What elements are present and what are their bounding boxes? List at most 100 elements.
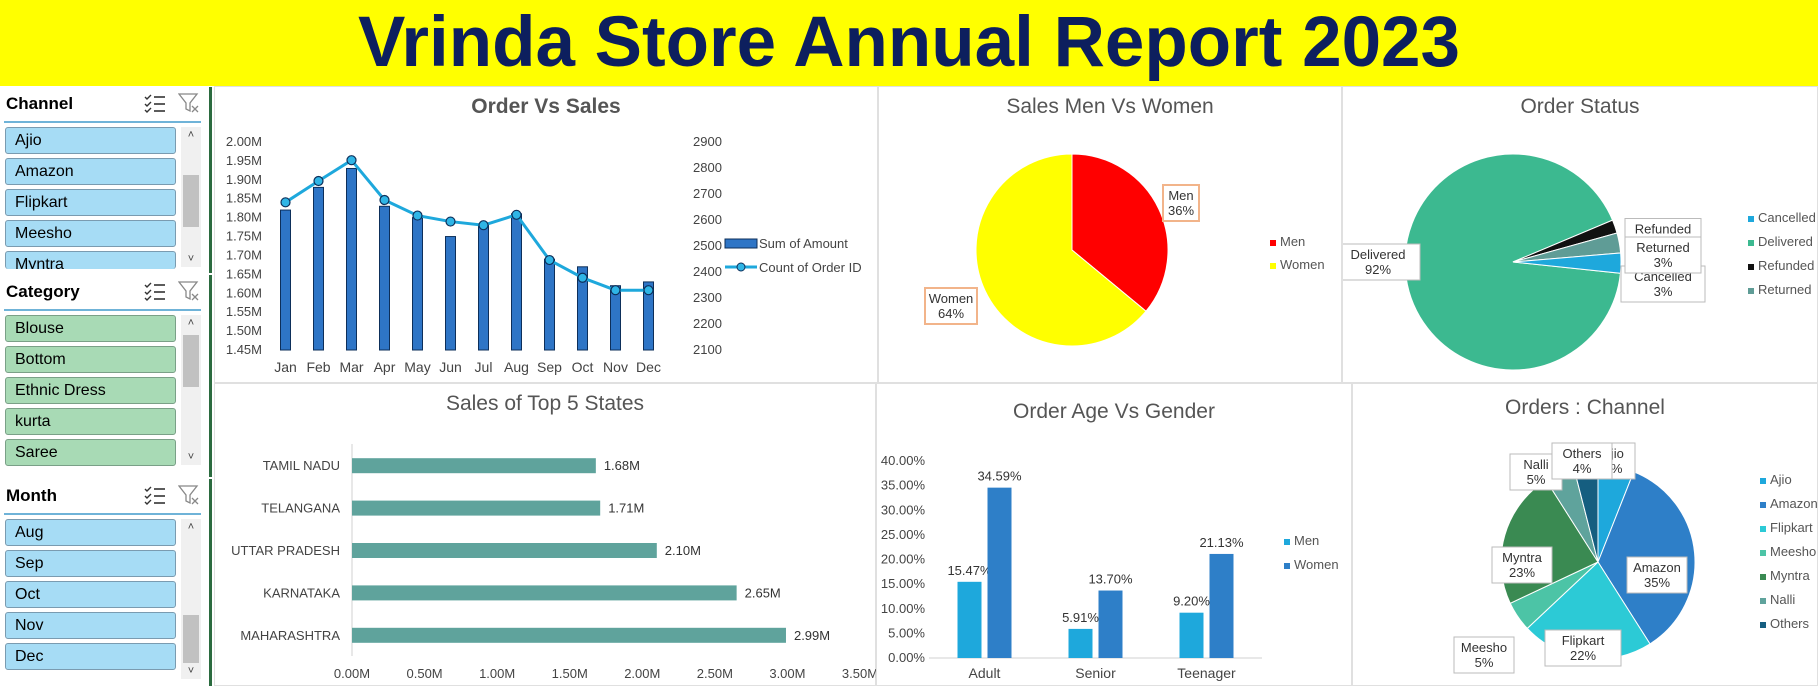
data-label-delivered-box <box>1343 243 1421 281</box>
clear-filter-icon[interactable] <box>178 93 200 113</box>
x-tick-label: May <box>404 359 430 375</box>
legend-label-delivered: Delivered <box>1758 234 1813 249</box>
scroll-up-icon[interactable]: ˄ <box>187 129 195 141</box>
slicer-item-ajio[interactable]: Ajio <box>5 127 176 154</box>
y-tick-label: 1.80M <box>226 210 262 225</box>
slicer-item-blouse[interactable]: Blouse <box>5 315 176 342</box>
bar-men-teenager <box>1179 612 1204 658</box>
y2-tick-label: 2300 <box>693 290 722 305</box>
y-tick-label: 1.55M <box>226 304 262 319</box>
slicer-scrollbar[interactable]: ˄ ˅ <box>181 315 201 465</box>
slicer-scrollbar[interactable]: ˄ ˅ <box>181 127 201 267</box>
multi-select-icon[interactable] <box>144 281 166 301</box>
legend-label-meesho: Meesho <box>1770 544 1816 559</box>
legend-swatch-refunded <box>1748 264 1754 270</box>
slicer-item-amazon[interactable]: Amazon <box>5 158 176 185</box>
slicer-item-aug[interactable]: Aug <box>5 519 176 546</box>
channel-slicer: Channel Ajio Amazon Flipkart Meesho Mynt… <box>0 87 212 273</box>
slicer-items: Aug Sep Oct Nov Dec <box>5 519 176 674</box>
slicer-scrollbar[interactable]: ˄ ˅ <box>181 519 201 679</box>
data-label-flipkart: Flipkart <box>1562 633 1605 648</box>
slicer-item-ethnic-dress[interactable]: Ethnic Dress <box>5 377 176 404</box>
slicer-title: Month <box>6 486 57 505</box>
multi-select-icon[interactable] <box>144 485 166 505</box>
legend-marker-count-of-order-id <box>736 262 746 272</box>
data-label: 2.99M <box>794 628 830 643</box>
data-label-nalli: Nalli <box>1523 457 1548 472</box>
chart-title: Orders : Channel <box>1505 396 1665 419</box>
scroll-down-icon[interactable]: ˅ <box>187 451 195 463</box>
scroll-up-icon[interactable]: ˄ <box>187 317 195 329</box>
y-tick-label: 10.00% <box>881 601 926 616</box>
data-label-others-box <box>1551 442 1613 480</box>
x-tick-label: Oct <box>572 359 594 375</box>
y-tick-label: 1.75M <box>226 229 262 244</box>
line-count-of-order-id <box>284 158 649 292</box>
slicer-item-oct[interactable]: Oct <box>5 581 176 608</box>
slicer-item-sep[interactable]: Sep <box>5 550 176 577</box>
scroll-down-icon[interactable]: ˅ <box>187 253 195 265</box>
point-mar <box>346 155 357 166</box>
slicer-item-meesho[interactable]: Meesho <box>5 220 176 247</box>
scroll-thumb[interactable] <box>183 615 199 663</box>
legend-swatch-delivered <box>1748 240 1754 246</box>
slicer-item-flipkart[interactable]: Flipkart <box>5 189 176 216</box>
y-tick-label: 1.60M <box>226 285 262 300</box>
clear-filter-icon[interactable] <box>178 281 200 301</box>
multi-select-icon[interactable] <box>144 93 166 113</box>
point-jul <box>478 220 489 231</box>
data-label-myntra: 23% <box>1509 565 1535 580</box>
slicer-item-dec[interactable]: Dec <box>5 643 176 670</box>
scroll-down-icon[interactable]: ˅ <box>187 665 195 677</box>
data-label: 5.91% <box>1062 610 1099 625</box>
data-label-meesho: Meesho <box>1461 640 1507 655</box>
y-tick-label: 30.00% <box>881 502 926 517</box>
x-tick-label: Sep <box>537 359 562 375</box>
slicer-item-kurta[interactable]: kurta <box>5 408 176 435</box>
y-tick-label: TELANGANA <box>261 501 340 516</box>
scroll-thumb[interactable] <box>183 335 199 387</box>
y-tick-label: 0.00% <box>888 650 925 665</box>
y2-tick-label: 2200 <box>693 316 722 331</box>
data-label-others: Others <box>1562 446 1602 461</box>
data-label-meesho: 5% <box>1475 655 1494 670</box>
slicer-item-nov[interactable]: Nov <box>5 612 176 639</box>
slicer-item-bottom[interactable]: Bottom <box>5 346 176 373</box>
bar-jan <box>280 209 291 351</box>
data-label: 1.71M <box>608 501 644 516</box>
legend-swatch-ajio <box>1760 478 1766 484</box>
legend-swatch-others <box>1760 622 1766 628</box>
data-label-amazon-box <box>1626 556 1688 594</box>
order-status-panel: Order Status Delivered 92% Refunded Cancell… <box>1342 86 1818 383</box>
month-slicer: Month Aug Sep Oct Nov Dec ˄ ˅ <box>0 479 212 686</box>
data-label-returned: 3% <box>1654 255 1673 270</box>
point-may <box>412 210 423 221</box>
data-label: 1.68M <box>604 458 640 473</box>
legend-label-men: Men <box>1294 533 1319 548</box>
y-tick-label: 35.00% <box>881 478 926 493</box>
scroll-thumb[interactable] <box>183 175 199 227</box>
y2-tick-label: 2700 <box>693 186 722 201</box>
x-tick-label: 0.50M <box>407 666 443 681</box>
data-label-returned-box <box>1624 236 1702 274</box>
data-label-women: Women <box>929 291 974 306</box>
data-label-amazon: 35% <box>1644 575 1670 590</box>
y2-tick-label: 2800 <box>693 160 722 175</box>
x-tick-label: 2.50M <box>697 666 733 681</box>
legend-swatch-women <box>1270 263 1276 269</box>
slicer-item-myntra[interactable]: Myntra <box>5 251 176 269</box>
data-label-delivered: 92% <box>1365 262 1391 277</box>
y-tick-label: 5.00% <box>888 625 925 640</box>
bar-karnataka <box>352 585 737 601</box>
scroll-up-icon[interactable]: ˄ <box>187 521 195 533</box>
clear-filter-icon[interactable] <box>178 485 200 505</box>
x-tick-label: 1.00M <box>479 666 515 681</box>
slicer-item-saree[interactable]: Saree <box>5 439 176 466</box>
legend-swatch-sum-of-amount <box>724 238 758 249</box>
data-label-women-box <box>924 287 978 325</box>
data-label: 13.70% <box>1088 572 1133 587</box>
point-sep <box>544 254 555 266</box>
legend-swatch-returned <box>1748 288 1754 294</box>
slicer-items: Blouse Bottom Ethnic Dress kurta Saree <box>5 315 176 470</box>
